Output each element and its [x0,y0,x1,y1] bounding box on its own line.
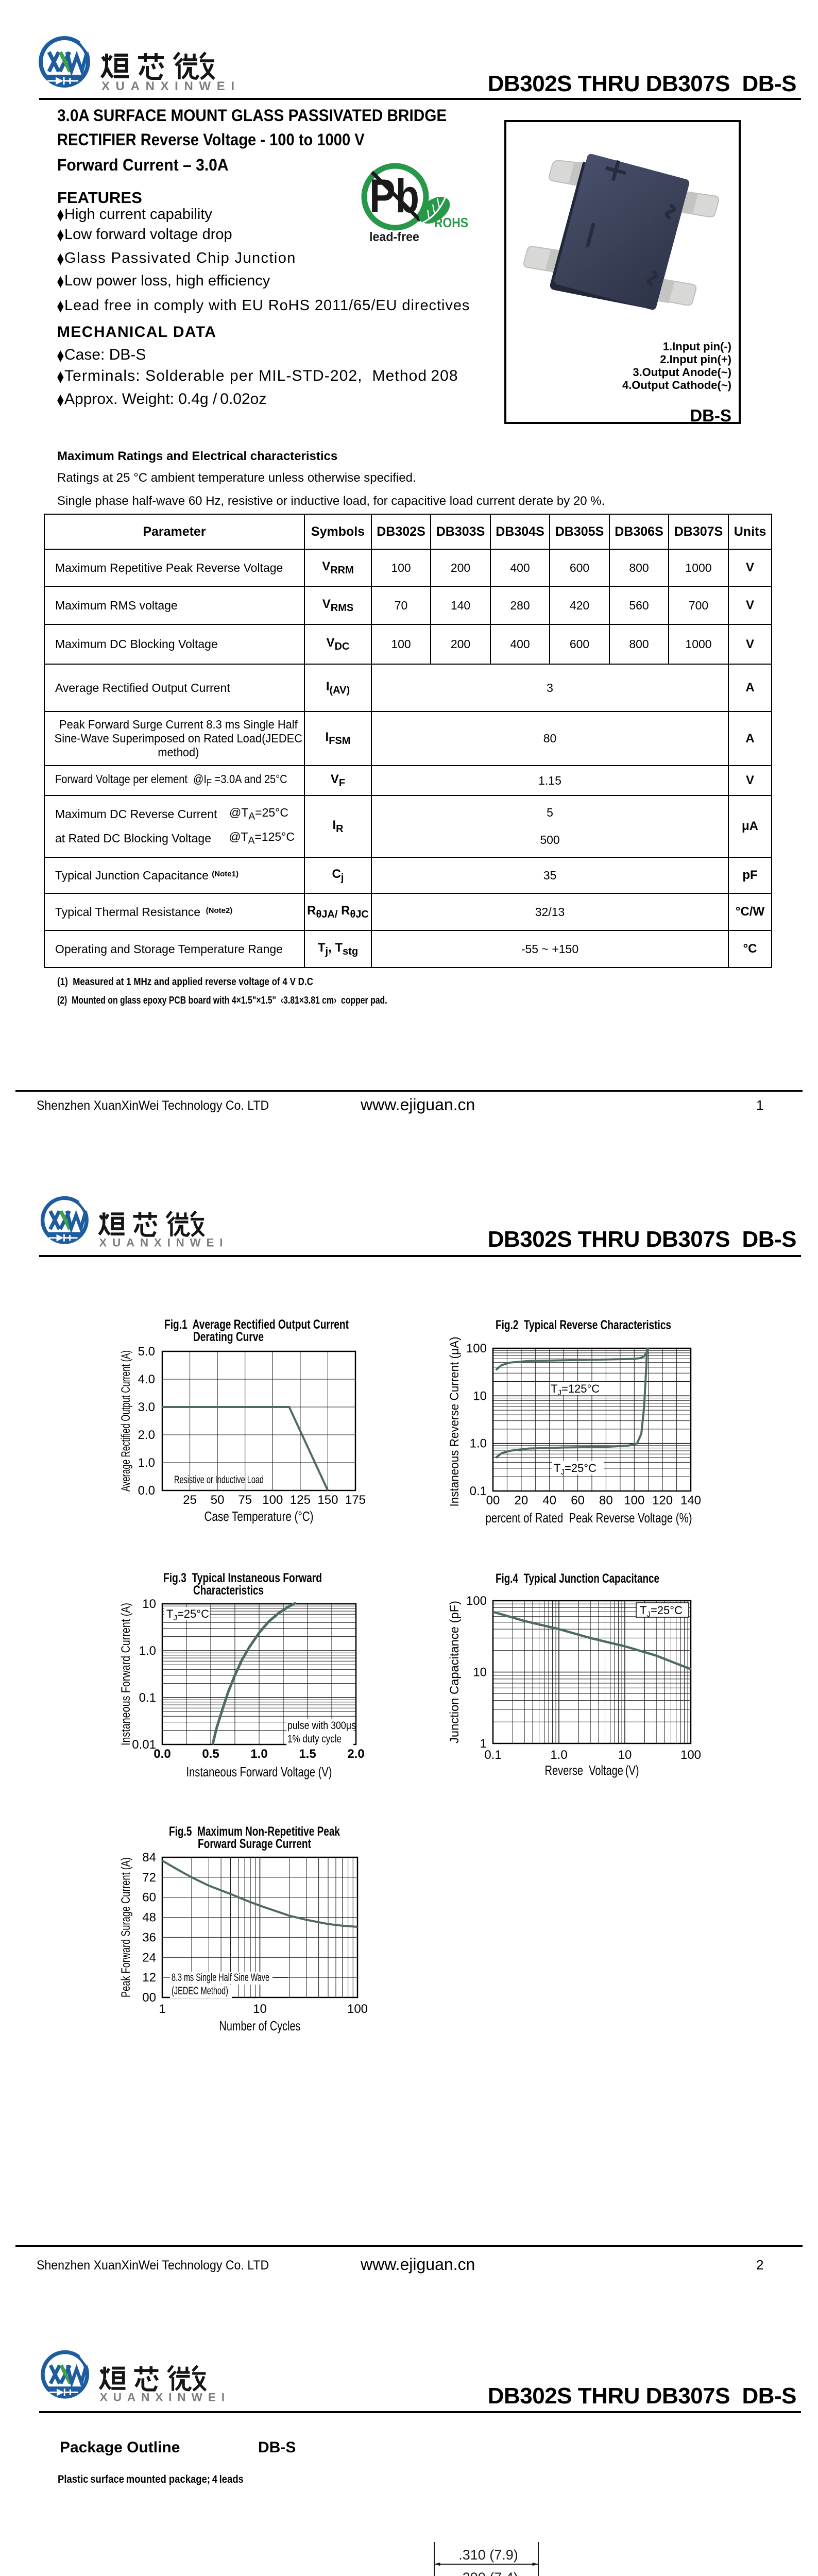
svg-text:140: 140 [680,1494,701,1507]
svg-text:1.0: 1.0 [139,1644,156,1658]
svg-text:48: 48 [142,1911,156,1925]
svg-text:Instaneous Reverse Current (μA: Instaneous Reverse Current (μA) [448,1337,462,1507]
svg-text:Fig.1 Average Rectified Outpu: Fig.1 Average Rectified Output Current [164,1317,349,1332]
svg-text:Instaneous Forward Current (A): Instaneous Forward Current (A) [119,1603,133,1745]
svg-text:lead-free: lead-free [369,230,419,244]
svg-text:50: 50 [211,1493,225,1507]
svg-text:60: 60 [571,1494,585,1507]
svg-text:1.0: 1.0 [550,1748,567,1762]
svg-text:1.0: 1.0 [138,1456,155,1470]
svg-text:84: 84 [142,1851,156,1865]
svg-text:10: 10 [473,1389,487,1403]
svg-text:.310 (7.9): .310 (7.9) [458,2547,518,2563]
svg-text:0.1: 0.1 [470,1484,487,1498]
svg-text:Derating Curve: Derating Curve [193,1330,264,1344]
svg-text:(JEDEC Method): (JEDEC Method) [172,1985,228,1997]
svg-text:0.1: 0.1 [484,1748,501,1762]
svg-text:5.0: 5.0 [138,1345,155,1359]
svg-text:Fig.3 Typical Instaneous Forw: Fig.3 Typical Instaneous Forward [163,1571,322,1585]
svg-text:TJ=25°C: TJ=25°C [166,1607,209,1622]
svg-text:60: 60 [142,1891,156,1905]
svg-text:20: 20 [515,1494,529,1507]
svg-text:XUANXINWEI: XUANXINWEI [99,1236,223,1249]
svg-text:120: 120 [652,1494,673,1507]
svg-text:1.5: 1.5 [299,1747,316,1761]
svg-text:Instaneous Forward Voltage (V): Instaneous Forward Voltage (V) [186,1764,332,1780]
svg-text:75: 75 [238,1493,252,1507]
svg-text:4.0: 4.0 [138,1372,155,1386]
svg-text:0.1: 0.1 [139,1691,156,1705]
svg-text:ROHS: ROHS [434,215,468,230]
svg-text:0.5: 0.5 [202,1747,219,1761]
svg-text:0.0: 0.0 [154,1747,171,1761]
svg-text:1% duty cycle: 1% duty cycle [287,1733,342,1745]
svg-text:100: 100 [262,1493,283,1507]
svg-text:100: 100 [466,1342,487,1355]
svg-text:Resistive or Inductive Load: Resistive or Inductive Load [174,1474,264,1486]
svg-text:10: 10 [142,1597,156,1611]
svg-text:XUANXINWEI: XUANXINWEI [100,2391,225,2403]
svg-text:25: 25 [183,1493,197,1507]
svg-text:3.0: 3.0 [138,1400,155,1414]
svg-text:1: 1 [159,2002,165,2016]
svg-text:percent of Rated Peak Reverse: percent of Rated Peak Reverse Voltage (%… [486,1510,692,1526]
svg-text:Reverse Voltage (V): Reverse Voltage (V) [545,1762,639,1778]
svg-text:Junction Capacitance (pF): Junction Capacitance (pF) [448,1601,462,1743]
svg-text:1.0: 1.0 [250,1747,267,1761]
svg-text:TJ=25°C: TJ=25°C [554,1462,597,1477]
svg-text:10: 10 [253,2002,267,2016]
svg-text:8.3 ms Single Half Sine Wave: 8.3 ms Single Half Sine Wave [172,1972,269,1984]
svg-text:2.0: 2.0 [347,1747,364,1761]
svg-text:175: 175 [345,1493,366,1507]
svg-text:24: 24 [142,1951,156,1964]
svg-text:.290 (7.4): .290 (7.4) [458,2570,518,2576]
svg-text:125: 125 [290,1493,311,1507]
svg-text:150: 150 [317,1493,338,1507]
svg-text:pulse with 300μs: pulse with 300μs [287,1720,356,1732]
svg-text:10: 10 [473,1666,487,1680]
svg-text:Fig.2 Typical Reverse Charact: Fig.2 Typical Reverse Characteristics [496,1318,671,1332]
svg-text:0.0: 0.0 [138,1484,155,1498]
svg-text:100: 100 [347,2002,368,2016]
svg-text:Characteristics: Characteristics [193,1583,264,1598]
svg-text:0.01: 0.01 [132,1738,156,1752]
svg-text:40: 40 [542,1494,556,1507]
svg-text:Peak Forward Surage Current (A: Peak Forward Surage Current (A) [119,1857,133,1997]
svg-text:Number of Cycles: Number of Cycles [219,2018,301,2033]
svg-text:12: 12 [142,1971,156,1985]
svg-text:100: 100 [624,1494,644,1507]
svg-text:Fig.4 Typical Junction Capaci: Fig.4 Typical Junction Capacitance [496,1571,659,1586]
svg-text:80: 80 [599,1494,613,1507]
svg-text:72: 72 [142,1871,156,1885]
svg-text:100: 100 [466,1594,487,1608]
svg-text:TJ=25°C: TJ=25°C [640,1604,683,1619]
svg-text:10: 10 [618,1748,632,1762]
svg-text:00: 00 [486,1494,500,1507]
svg-text:Case Temperature (°C): Case Temperature (°C) [204,1509,314,1524]
svg-text:1.0: 1.0 [470,1437,487,1451]
svg-text:Forward Surage Current: Forward Surage Current [198,1837,312,1851]
svg-text:2.0: 2.0 [138,1428,155,1442]
svg-text:Fig.5 Maximum Non-Repetitive: Fig.5 Maximum Non-Repetitive Peak [169,1824,340,1839]
svg-text:1: 1 [480,1737,487,1751]
svg-text:XUANXINWEI: XUANXINWEI [101,79,234,93]
svg-text:00: 00 [142,1991,156,2005]
svg-text:100: 100 [680,1748,701,1762]
svg-text:36: 36 [142,1930,156,1944]
svg-text:Average Rectified Output Curre: Average Rectified Output Current (A) [119,1350,133,1492]
